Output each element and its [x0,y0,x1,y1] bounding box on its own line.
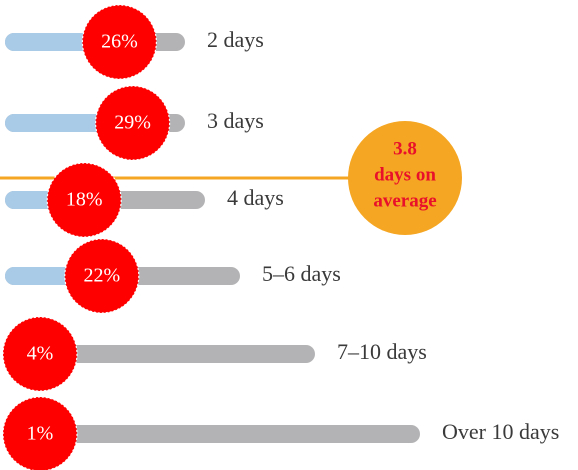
value-badge [81,4,158,80]
category-label: Over 10 days [442,419,559,444]
category-label: 3 days [207,108,264,133]
value-label: 1% [27,423,54,445]
value-badge [64,238,140,314]
bar-track [5,425,420,443]
average-badge [348,121,462,235]
average-text: days on [374,164,436,185]
value-badge [46,162,122,238]
value-label: 26% [101,31,138,53]
value-label: 4% [27,343,54,365]
category-label: 4 days [227,185,284,210]
value-badge [2,396,78,470]
value-label: 22% [83,265,120,287]
value-label: 29% [114,112,151,134]
category-label: 7–10 days [337,339,427,364]
category-label: 5–6 days [262,261,341,286]
value-label: 18% [66,189,103,211]
value-badge [95,85,171,161]
value-badge [2,316,78,392]
average-text: average [373,190,436,211]
bar-track [5,345,315,363]
category-label: 2 days [207,27,264,52]
average-value: 3.8 [393,138,417,159]
